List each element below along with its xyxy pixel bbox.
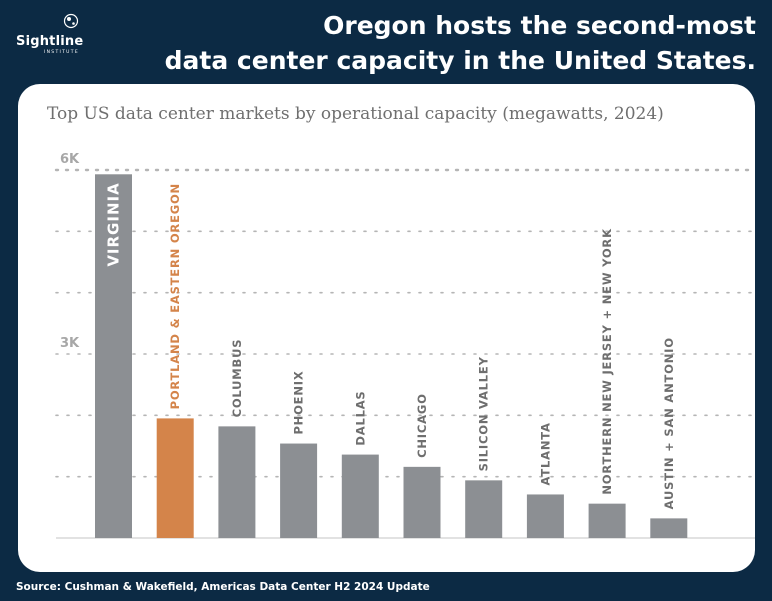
y-tick-label: 6K	[60, 152, 80, 167]
bar	[280, 443, 318, 538]
chart-card: Top US data center markets by operationa…	[18, 84, 755, 572]
bar-label: DALLAS	[353, 390, 367, 445]
bar	[526, 494, 564, 538]
sightline-logo: Sightline INSTITUTE	[12, 12, 102, 58]
bar-label: COLUMBUS	[230, 339, 244, 418]
bar	[465, 480, 503, 538]
brand-name: Sightline	[16, 34, 84, 49]
bar	[650, 518, 688, 538]
source-note: Source: Cushman & Wakefield, Americas Da…	[16, 581, 430, 593]
chart-title: Top US data center markets by operationa…	[47, 104, 664, 124]
bar	[156, 418, 194, 538]
bar-label: PHOENIX	[292, 370, 306, 434]
bar	[341, 454, 379, 538]
bar-label: CHICAGO	[415, 393, 429, 458]
bar	[588, 503, 626, 538]
headline: Oregon hosts the second-most data center…	[156, 8, 756, 78]
bar-label: PORTLAND & EASTERN OREGON	[168, 183, 182, 409]
bar	[95, 174, 132, 538]
headline-line-1: Oregon hosts the second-most	[323, 11, 756, 40]
bar	[218, 426, 256, 538]
bar-label: VIRGINIA	[105, 182, 123, 266]
bar-label: AUSTIN + SAN ANTONIO	[662, 337, 676, 509]
headline-line-2: data center capacity in the United State…	[164, 46, 756, 75]
bar-label: SILICON VALLEY	[477, 356, 491, 471]
bar-label: NORTHERN NEW JERSEY + NEW YORK	[600, 228, 614, 495]
bar	[403, 466, 441, 538]
y-tick-label: 3K	[60, 336, 80, 351]
sightline-mark-icon	[63, 13, 79, 29]
brand-tagline: INSTITUTE	[44, 50, 79, 55]
bar-chart: 3K 6K VIRGINIA PORTLAND & EASTERN OREGON COL…	[54, 152, 755, 539]
bar-label: ATLANTA	[538, 422, 552, 485]
